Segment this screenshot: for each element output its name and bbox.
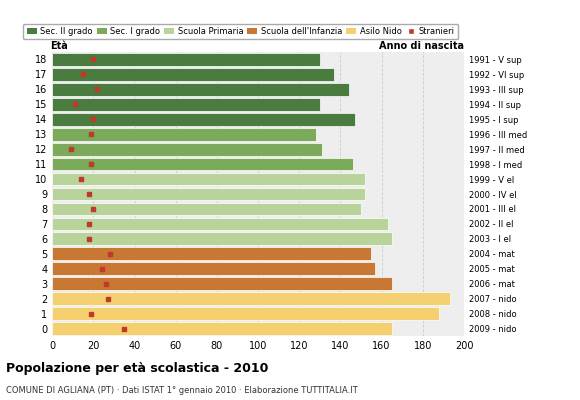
Bar [52, 218, 388, 230]
Bar [52, 53, 320, 66]
Bar [52, 307, 439, 320]
Text: Età: Età [50, 40, 68, 50]
Bar [52, 188, 365, 200]
Bar [52, 232, 392, 245]
Bar [52, 248, 371, 260]
Bar [52, 322, 392, 335]
Bar [52, 292, 450, 305]
Bar [52, 128, 316, 140]
Bar [52, 202, 361, 215]
Text: Popolazione per età scolastica - 2010: Popolazione per età scolastica - 2010 [6, 362, 268, 375]
Bar [52, 113, 355, 126]
Text: Anno di nascita: Anno di nascita [379, 40, 464, 50]
Text: COMUNE DI AGLIANA (PT) · Dati ISTAT 1° gennaio 2010 · Elaborazione TUTTITALIA.IT: COMUNE DI AGLIANA (PT) · Dati ISTAT 1° g… [6, 386, 357, 395]
Bar [52, 173, 365, 186]
Legend: Sec. II grado, Sec. I grado, Scuola Primaria, Scuola dell'Infanzia, Asilo Nido, : Sec. II grado, Sec. I grado, Scuola Prim… [23, 24, 458, 39]
Bar [52, 143, 322, 156]
Bar [52, 98, 320, 111]
Bar [52, 262, 375, 275]
Bar [52, 68, 334, 81]
Bar [52, 158, 353, 170]
Bar [52, 277, 392, 290]
Bar [52, 83, 349, 96]
